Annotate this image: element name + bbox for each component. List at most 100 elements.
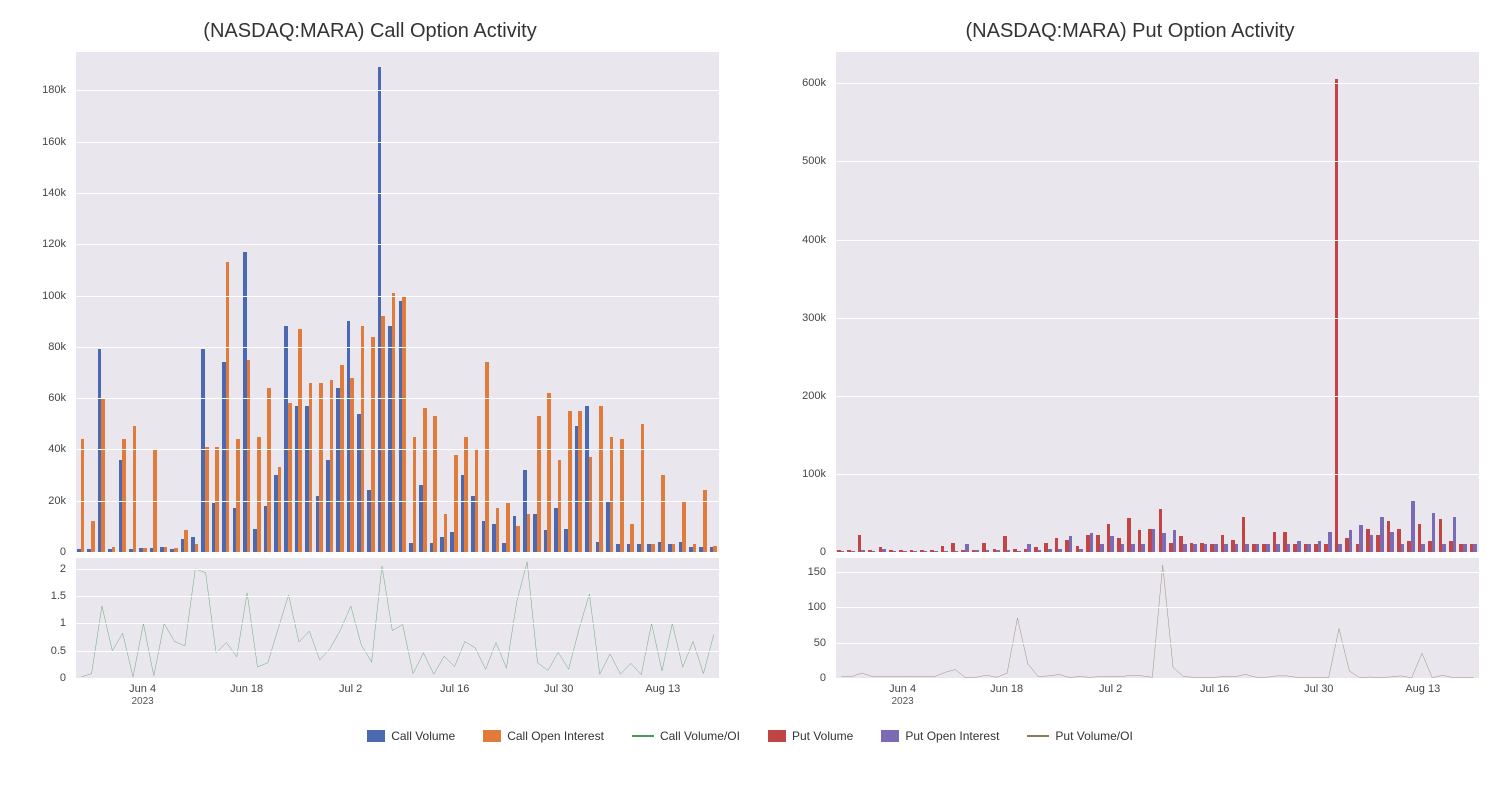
legend-label: Call Volume/OI	[660, 729, 740, 743]
bar	[1183, 544, 1187, 552]
bar	[1173, 530, 1177, 552]
x-tick-label: Jul 16	[440, 683, 469, 695]
legend-item: Call Volume/OI	[632, 729, 740, 743]
call-bar-yaxis: 020k40k60k80k100k120k140k160k180k	[26, 52, 71, 552]
x-tick-label: Jul 2	[339, 683, 362, 695]
bar	[340, 365, 344, 552]
bar	[1401, 544, 1405, 552]
bar	[215, 447, 219, 552]
put-bar-plot: 0100k200k300k400k500k600k	[835, 51, 1480, 553]
bar	[1090, 533, 1094, 552]
bar	[226, 262, 230, 552]
bar	[547, 393, 551, 552]
bar	[1152, 529, 1156, 552]
y-tick-label: 400k	[802, 234, 826, 246]
y-tick-label: 0	[60, 546, 66, 558]
legend-item: Call Volume	[367, 729, 455, 743]
y-tick-label: 500k	[802, 155, 826, 167]
bar	[1463, 544, 1467, 552]
legend-swatch	[881, 730, 899, 742]
bar	[1297, 541, 1301, 552]
bar	[361, 326, 365, 552]
y-tick-label: 300k	[802, 312, 826, 324]
x-tick-label: Jun 18	[230, 683, 263, 695]
bar	[236, 439, 240, 552]
bar	[454, 455, 458, 552]
legend-swatch	[768, 730, 786, 742]
put-line-yaxis: 050100150	[786, 558, 831, 678]
legend-item: Put Volume/OI	[1027, 729, 1132, 743]
bar	[1245, 544, 1249, 552]
bar	[1473, 544, 1477, 552]
y-tick-label: 1	[60, 617, 66, 629]
bar	[568, 411, 572, 552]
y-tick-label: 20k	[48, 495, 66, 507]
bar	[195, 544, 199, 552]
y-tick-label: 2	[60, 563, 66, 575]
legend-label: Put Open Interest	[905, 729, 999, 743]
call-chart-title: (NASDAQ:MARA) Call Option Activity	[20, 20, 720, 43]
y-tick-label: 150	[808, 566, 826, 578]
bar	[703, 490, 707, 552]
bar	[330, 380, 334, 552]
x-tick-label: Jul 30	[1304, 683, 1333, 695]
call-line-yaxis: 00.511.52	[26, 558, 71, 678]
bar	[1287, 544, 1291, 552]
y-tick-label: 600k	[802, 77, 826, 89]
x-tick-label: Aug 13	[1405, 683, 1440, 695]
y-tick-label: 50	[814, 637, 826, 649]
bar	[1328, 532, 1332, 552]
bar	[620, 439, 624, 552]
bar	[1100, 544, 1104, 552]
bar	[1162, 533, 1166, 552]
bar	[267, 388, 271, 552]
y-tick-label: 0	[60, 672, 66, 684]
bar	[1204, 544, 1208, 552]
bar	[278, 467, 282, 552]
bar	[205, 447, 209, 552]
put-line-plot: 050100150	[835, 557, 1480, 679]
bar	[1390, 532, 1394, 552]
bar	[350, 378, 354, 552]
bar	[433, 416, 437, 552]
y-tick-label: 100k	[802, 468, 826, 480]
x-tick-label: Aug 13	[645, 683, 680, 695]
bar	[464, 437, 468, 552]
bar	[309, 383, 313, 552]
bar	[661, 475, 665, 552]
y-tick-label: 60k	[48, 392, 66, 404]
legend-swatch	[632, 735, 654, 737]
bar	[1370, 535, 1374, 552]
bar	[589, 457, 593, 552]
legend-label: Call Volume	[391, 729, 455, 743]
bar	[1214, 544, 1218, 552]
bar	[527, 514, 531, 552]
bar	[506, 503, 510, 552]
bar	[485, 362, 489, 552]
bar	[288, 403, 292, 552]
y-tick-label: 140k	[42, 187, 66, 199]
legend-swatch	[483, 730, 501, 742]
bar	[319, 383, 323, 552]
bar	[133, 426, 137, 552]
chart-legend: Call Volume Call Open Interest Call Volume…	[20, 729, 1480, 743]
put-bar-yaxis: 0100k200k300k400k500k600k	[786, 52, 831, 552]
legend-label: Call Open Interest	[507, 729, 604, 743]
bar	[1307, 544, 1311, 552]
y-tick-label: 80k	[48, 341, 66, 353]
y-tick-label: 120k	[42, 238, 66, 250]
bar	[1193, 544, 1197, 552]
bar	[184, 530, 188, 552]
bar	[1453, 517, 1457, 552]
bar	[651, 544, 655, 552]
x-tick-label: Jul 30	[544, 683, 573, 695]
bar	[965, 544, 969, 552]
bar	[1335, 79, 1339, 552]
call-line-plot: 00.511.52	[75, 557, 720, 679]
legend-item: Call Open Interest	[483, 729, 604, 743]
bar	[610, 437, 614, 552]
bar	[1069, 536, 1073, 552]
bar	[693, 544, 697, 552]
bar	[630, 524, 634, 552]
bar	[537, 416, 541, 552]
